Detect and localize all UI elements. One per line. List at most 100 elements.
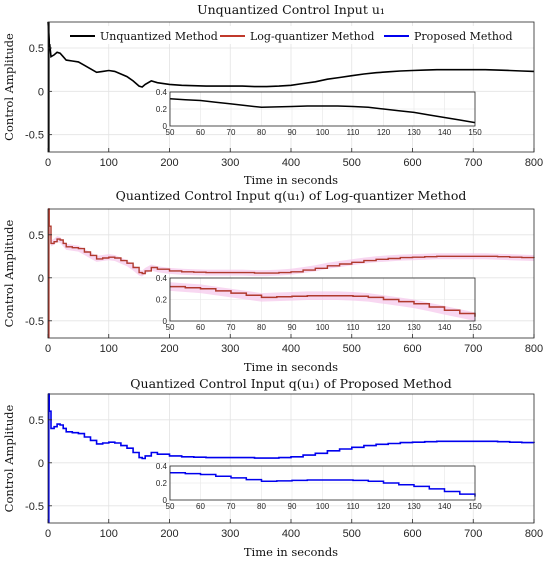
x-tick-label: 500 <box>343 343 361 355</box>
x-tick-label: 400 <box>282 343 300 355</box>
inset-x-tick-label: 50 <box>166 323 175 332</box>
inset-y-tick-label: 0 <box>163 317 168 326</box>
inset-y-tick-label: 0.2 <box>156 296 168 305</box>
inset-x-tick-label: 150 <box>468 323 482 332</box>
inset-box <box>169 465 476 501</box>
inset-x-tick-label: 70 <box>227 502 236 511</box>
x-tick-label: 700 <box>464 157 482 169</box>
inset-x-tick-label: 100 <box>316 128 330 137</box>
inset-x-tick-label: 70 <box>227 128 236 137</box>
x-tick-label: 600 <box>403 528 421 540</box>
inset-x-tick-label: 110 <box>347 502 360 511</box>
inset-x-tick-label: 150 <box>468 128 482 137</box>
inset-x-tick-label: 100 <box>316 323 330 332</box>
x-tick-label: 200 <box>160 157 178 169</box>
chart-panel-2: 0 100 200 300 400 500 600 700 800-0.500.5Quantiz… <box>2 188 543 374</box>
chart-title: Quantized Control Input q(u₁) of Log-qua… <box>116 188 467 203</box>
inset-x-tick-label: 60 <box>196 502 205 511</box>
x-tick-label: 500 <box>343 157 361 169</box>
inset-plot: 50 60 70 80 90 100 110 120 130 140 150 0 0.2 0.4 <box>156 462 482 511</box>
x-tick-label: 100 <box>100 343 118 355</box>
x-tick-label: 300 <box>221 157 239 169</box>
inset-box <box>169 277 476 322</box>
inset-x-tick-label: 50 <box>166 502 175 511</box>
series-line-unquantized-method <box>47 21 535 88</box>
y-axis-label: Control Amplitude <box>2 33 16 141</box>
x-tick-label: 100 <box>100 528 118 540</box>
x-tick-label: 200 <box>160 528 178 540</box>
inset-x-tick-label: 120 <box>377 323 391 332</box>
inset-series-line <box>169 98 476 124</box>
x-tick-label: 700 <box>464 343 482 355</box>
x-tick-label: 800 <box>525 157 543 169</box>
chart-panel-3: 0 100 200 300 400 500 600 700 800-0.500.5Quantiz… <box>2 376 543 559</box>
inset-x-tick-label: 100 <box>316 502 330 511</box>
chart-title: Quantized Control Input q(u₁) of Propose… <box>130 376 451 391</box>
x-axis-label: Time in seconds <box>244 173 338 187</box>
y-tick-label: 0 <box>38 86 44 98</box>
inset-x-tick-label: 140 <box>438 502 452 511</box>
inset-x-tick-label: 140 <box>438 128 452 137</box>
inset-x-tick-label: 120 <box>377 128 391 137</box>
x-tick-label: 700 <box>464 528 482 540</box>
series-line-log-quantizer-method <box>48 208 535 275</box>
series-line-proposed-method <box>48 393 535 460</box>
inset-y-tick-label: 0 <box>163 496 168 505</box>
x-tick-label: 300 <box>221 343 239 355</box>
legend-label: Proposed Method <box>414 30 513 43</box>
inset-x-tick-label: 90 <box>288 502 297 511</box>
y-tick-label: -0.5 <box>25 130 44 142</box>
inset-x-tick-label: 110 <box>347 323 360 332</box>
y-tick-label: 0.5 <box>29 230 44 242</box>
inset-x-tick-label: 80 <box>257 502 266 511</box>
inset-series-line <box>170 472 476 497</box>
chart-title: Unquantized Control Input u₁ <box>197 2 385 17</box>
inset-x-tick-label: 70 <box>227 323 236 332</box>
x-tick-label: 600 <box>403 157 421 169</box>
x-tick-label: 400 <box>282 157 300 169</box>
inset-quantization-band <box>170 282 475 321</box>
x-axis-label: Time in seconds <box>244 545 338 559</box>
x-tick-label: 200 <box>160 343 178 355</box>
inset-y-tick-label: 0.4 <box>156 462 168 471</box>
inset-y-tick-label: 0.4 <box>156 274 168 283</box>
inset-series-line <box>170 285 476 317</box>
inset-x-tick-label: 110 <box>347 128 360 137</box>
inset-x-tick-label: 130 <box>407 323 421 332</box>
inset-y-tick-label: 0.2 <box>156 479 168 488</box>
x-tick-label: 100 <box>100 157 118 169</box>
y-tick-label: 0 <box>38 458 44 470</box>
inset-x-tick-label: 90 <box>288 323 297 332</box>
legend-label: Unquantized Method <box>100 30 218 43</box>
y-tick-label: 0.5 <box>29 415 44 427</box>
inset-x-tick-label: 80 <box>257 128 266 137</box>
inset-x-tick-label: 120 <box>377 502 391 511</box>
inset-x-tick-label: 130 <box>407 128 421 137</box>
y-tick-label: 0.5 <box>29 43 44 55</box>
inset-x-tick-label: 140 <box>438 323 452 332</box>
chart-panel-1: 0 100 200 300 400 500 600 700 800-0.500.5Unquant… <box>2 2 543 187</box>
x-tick-label: 300 <box>221 528 239 540</box>
y-axis-label: Control Amplitude <box>2 404 16 512</box>
y-tick-label: 0 <box>38 273 44 285</box>
legend-label: Log-quantizer Method <box>250 30 374 43</box>
x-tick-label: 600 <box>403 343 421 355</box>
x-tick-label: 0 <box>45 343 51 355</box>
x-axis-label: Time in seconds <box>244 360 338 374</box>
inset-plot: 50 60 70 80 90 100 110 120 130 140 150 0 0.2 0.4 <box>156 274 482 332</box>
y-tick-label: -0.5 <box>25 316 44 328</box>
inset-x-tick-label: 150 <box>468 502 482 511</box>
inset-x-tick-label: 90 <box>288 128 297 137</box>
inset-x-tick-label: 60 <box>196 323 205 332</box>
x-tick-label: 800 <box>525 343 543 355</box>
inset-x-tick-label: 60 <box>196 128 205 137</box>
x-tick-label: 500 <box>343 528 361 540</box>
inset-y-tick-label: 0.4 <box>156 88 168 97</box>
inset-x-tick-label: 130 <box>407 502 421 511</box>
y-tick-label: -0.5 <box>25 501 44 513</box>
inset-x-tick-label: 50 <box>166 128 175 137</box>
x-tick-label: 800 <box>525 528 543 540</box>
inset-box <box>169 91 476 127</box>
inset-y-tick-label: 0.2 <box>156 105 168 114</box>
